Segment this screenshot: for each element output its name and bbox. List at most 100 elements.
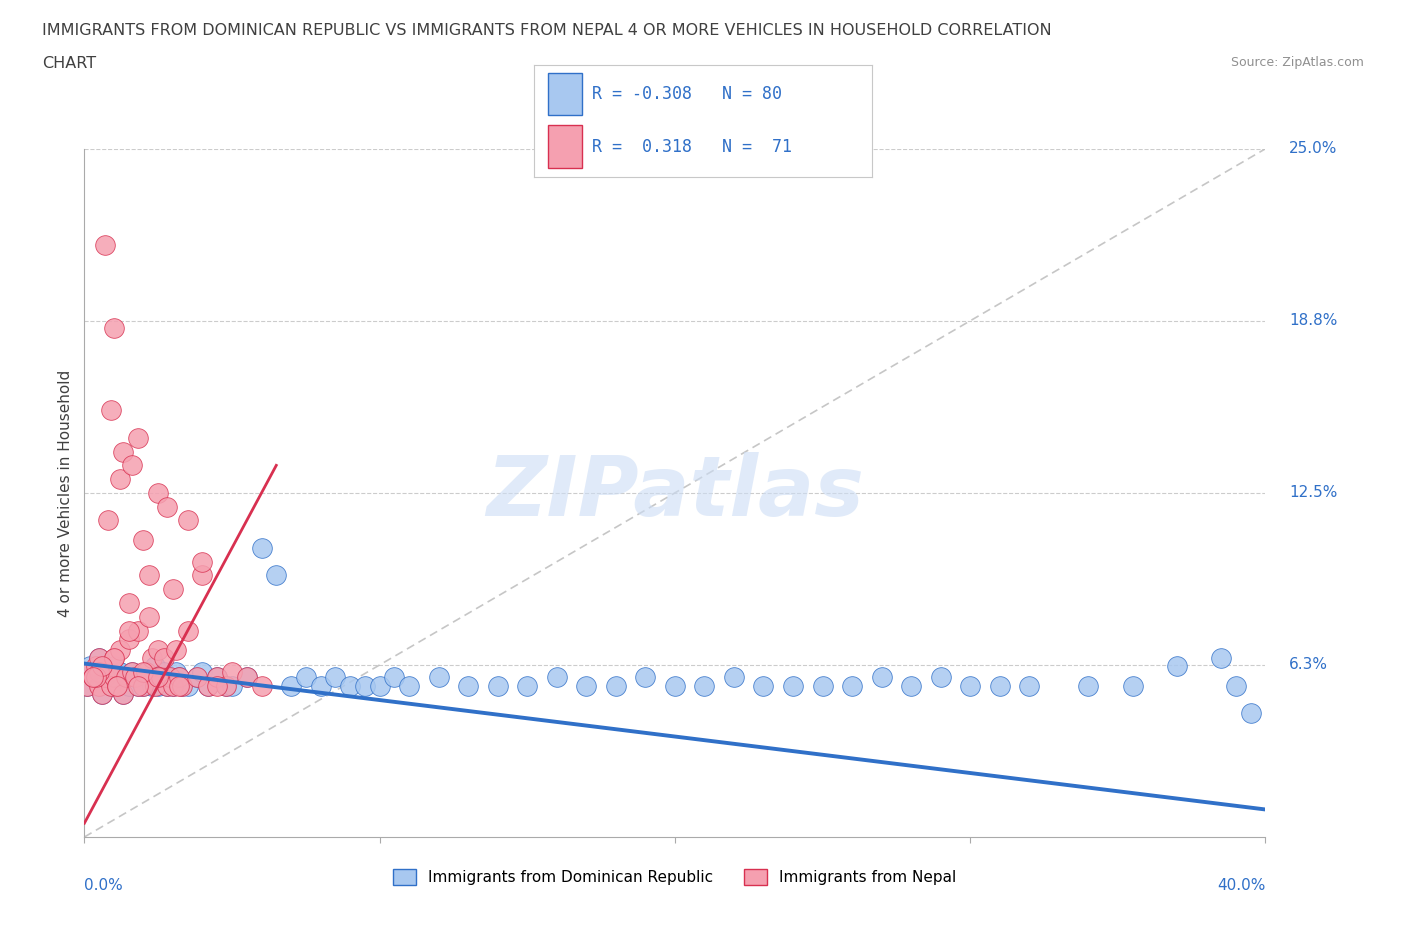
- Point: [82, 670, 104, 684]
- Point: [900, 678, 922, 693]
- Point: [205, 678, 228, 693]
- Point: [108, 664, 131, 679]
- Point: [1209, 651, 1232, 666]
- Point: [723, 670, 745, 684]
- Bar: [548, 126, 582, 167]
- Point: [94, 238, 117, 253]
- Point: [103, 670, 125, 684]
- Point: [111, 686, 134, 701]
- Point: [1018, 678, 1040, 693]
- Point: [177, 678, 200, 693]
- Point: [167, 670, 190, 684]
- Text: 0.0%: 0.0%: [84, 878, 124, 894]
- Point: [575, 678, 598, 693]
- Point: [1166, 658, 1188, 673]
- Point: [87, 651, 111, 666]
- Point: [121, 664, 143, 679]
- Point: [457, 678, 479, 693]
- Point: [114, 670, 136, 684]
- Point: [118, 595, 141, 610]
- Point: [148, 643, 170, 658]
- Point: [87, 664, 111, 679]
- Text: 25.0%: 25.0%: [1289, 141, 1337, 156]
- Point: [382, 670, 406, 684]
- Point: [170, 678, 193, 693]
- Point: [91, 686, 114, 701]
- Point: [100, 678, 122, 693]
- Point: [354, 678, 377, 693]
- Point: [280, 678, 302, 693]
- Point: [221, 678, 243, 693]
- Point: [111, 686, 134, 701]
- Point: [127, 678, 149, 693]
- Point: [929, 670, 952, 684]
- Point: [693, 678, 716, 693]
- Point: [309, 678, 332, 693]
- Point: [141, 678, 163, 693]
- Point: [250, 678, 273, 693]
- Text: 6.3%: 6.3%: [1289, 658, 1329, 672]
- Point: [197, 678, 219, 693]
- Point: [118, 678, 141, 693]
- Point: [235, 670, 259, 684]
- Point: [165, 643, 187, 658]
- Text: IMMIGRANTS FROM DOMINICAN REPUBLIC VS IMMIGRANTS FROM NEPAL 4 OR MORE VEHICLES I: IMMIGRANTS FROM DOMINICAN REPUBLIC VS IM…: [42, 23, 1052, 38]
- Text: CHART: CHART: [42, 56, 96, 71]
- Point: [150, 670, 173, 684]
- Point: [87, 678, 111, 693]
- Point: [76, 678, 98, 693]
- Text: 18.8%: 18.8%: [1289, 313, 1337, 328]
- Point: [82, 670, 104, 684]
- Text: 40.0%: 40.0%: [1218, 878, 1265, 894]
- Point: [121, 664, 143, 679]
- Point: [368, 678, 391, 693]
- Point: [870, 670, 893, 684]
- Point: [159, 670, 181, 684]
- Point: [959, 678, 981, 693]
- Point: [150, 670, 173, 684]
- Point: [398, 678, 420, 693]
- Point: [138, 609, 160, 624]
- Point: [664, 678, 686, 693]
- Point: [103, 670, 125, 684]
- Point: [148, 485, 170, 500]
- Point: [79, 664, 101, 679]
- Point: [124, 670, 146, 684]
- Text: R =  0.318   N =  71: R = 0.318 N = 71: [592, 138, 792, 155]
- Point: [118, 631, 141, 646]
- Point: [127, 678, 149, 693]
- Point: [516, 678, 538, 693]
- Point: [91, 658, 114, 673]
- Point: [191, 664, 214, 679]
- Point: [752, 678, 775, 693]
- Point: [782, 678, 804, 693]
- Point: [97, 513, 120, 528]
- Point: [124, 670, 146, 684]
- Point: [79, 658, 101, 673]
- Point: [138, 568, 160, 583]
- Point: [84, 670, 107, 684]
- Point: [118, 623, 141, 638]
- Point: [127, 623, 149, 638]
- Point: [105, 678, 128, 693]
- Point: [105, 678, 128, 693]
- Point: [167, 678, 190, 693]
- Point: [156, 678, 179, 693]
- Point: [295, 670, 318, 684]
- Point: [141, 651, 163, 666]
- Point: [84, 658, 107, 673]
- Point: [988, 678, 1011, 693]
- Text: Source: ZipAtlas.com: Source: ZipAtlas.com: [1230, 56, 1364, 69]
- Point: [143, 658, 166, 673]
- Point: [215, 678, 238, 693]
- Point: [138, 670, 160, 684]
- Point: [1122, 678, 1144, 693]
- Point: [159, 670, 181, 684]
- Point: [143, 678, 166, 693]
- Point: [127, 431, 149, 445]
- Point: [162, 678, 184, 693]
- Point: [1225, 678, 1247, 693]
- Point: [1240, 706, 1263, 721]
- Point: [170, 678, 193, 693]
- Point: [103, 658, 125, 673]
